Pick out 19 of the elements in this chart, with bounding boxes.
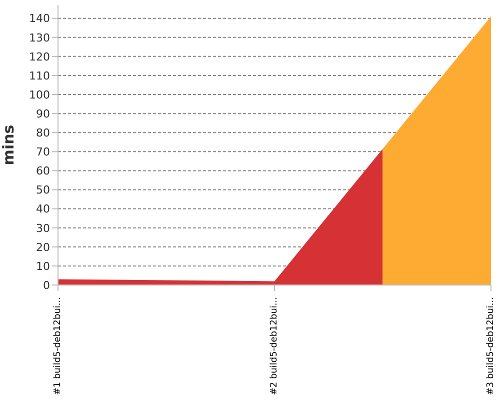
x-tick-label: #2 build5-deb12bui... bbox=[270, 297, 280, 396]
y-tick-label: 110 bbox=[29, 69, 50, 82]
y-tick-label: 60 bbox=[36, 164, 50, 178]
y-axis-title: mins bbox=[0, 124, 18, 166]
y-tick-label: 10 bbox=[36, 260, 50, 273]
y-tick-label: 130 bbox=[29, 31, 50, 44]
y-tick-label: 140 bbox=[29, 12, 50, 26]
y-tick-label: 30 bbox=[36, 222, 50, 235]
y-tick-label: 50 bbox=[36, 184, 50, 197]
y-tick-label: 0 bbox=[43, 278, 50, 292]
y-tick-label: 80 bbox=[36, 126, 50, 140]
y-tick-label: 120 bbox=[29, 50, 50, 64]
y-tick-label: 20 bbox=[36, 240, 50, 254]
y-tick-label: 70 bbox=[36, 146, 50, 159]
x-tick-label: #1 build5-deb12bui... bbox=[53, 297, 63, 396]
y-tick-label: 40 bbox=[36, 202, 50, 216]
x-tick-label: #3 build5-deb12bui... bbox=[486, 297, 496, 396]
y-tick-label: 100 bbox=[29, 88, 50, 102]
y-tick-label: 90 bbox=[36, 107, 50, 120]
